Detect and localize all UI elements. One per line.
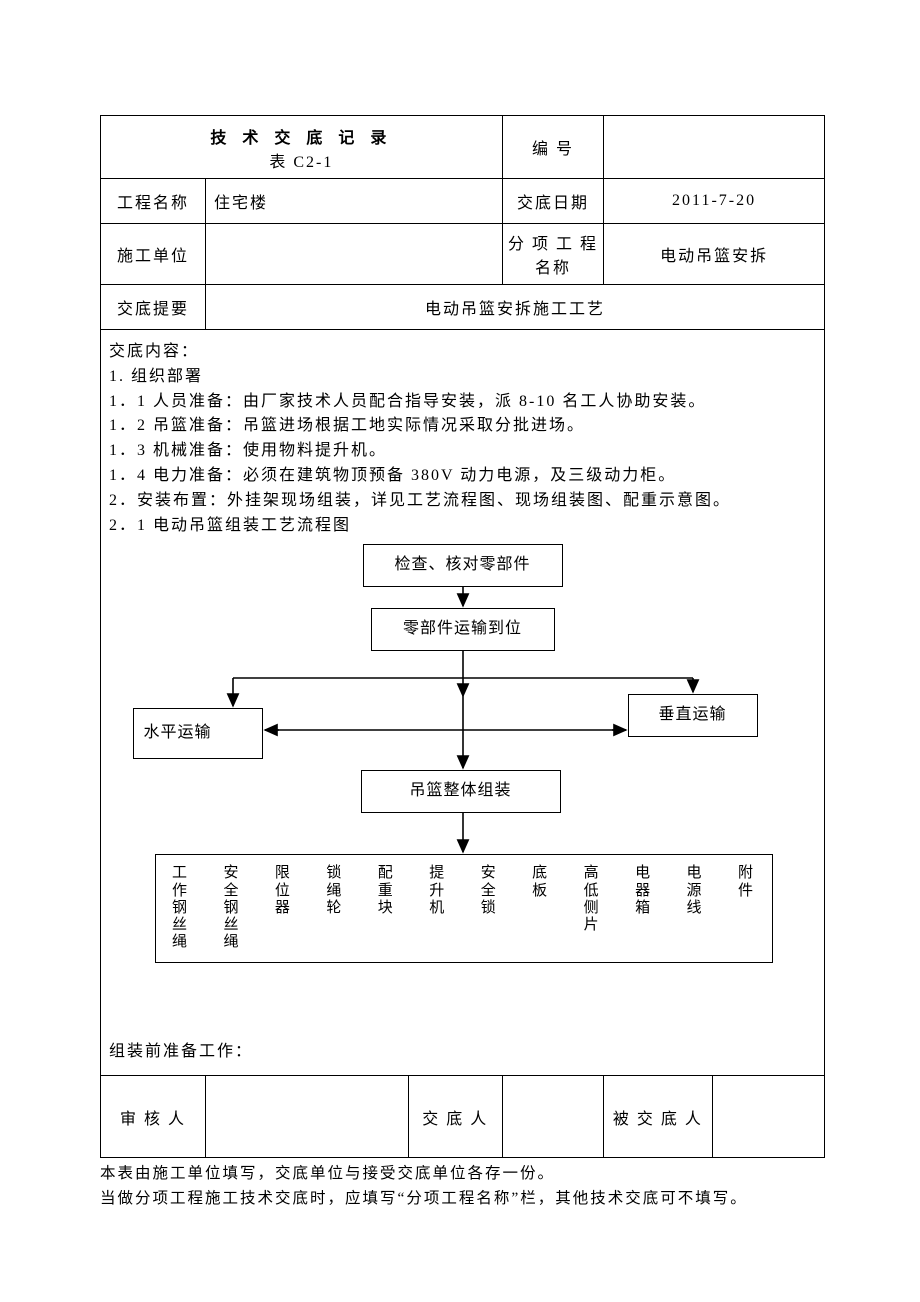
record-table: 技 术 交 底 记 录 表 C2-1 编 号 工程名称 住宅楼 交底日期 201… xyxy=(100,115,825,1158)
comp-6: 安全锁 xyxy=(480,865,498,951)
form-title: 技 术 交 底 记 录 xyxy=(101,124,502,148)
project-name-value: 住宅楼 xyxy=(205,179,502,224)
comp-8: 高低侧片 xyxy=(583,865,601,951)
flow-components-box: 工作钢丝绳 安全钢丝绳 限位器 锁绳轮 配重块 提升机 安全锁 底板 高低侧片 … xyxy=(155,854,773,962)
subitem-value: 电动吊篮安拆 xyxy=(604,224,825,285)
signature-row: 审 核 人 交 底 人 被 交 底 人 xyxy=(101,1076,825,1158)
note-1: 本表由施工单位填写，交底单位与接受交底单位各存一份。 xyxy=(100,1162,825,1187)
comp-0: 工作钢丝绳 xyxy=(172,865,190,951)
unit-row: 施工单位 分 项 工 程 名称 电动吊篮安拆 xyxy=(101,224,825,285)
content-l1: 1. 组织部署 xyxy=(109,365,816,390)
comp-4: 配重块 xyxy=(377,865,395,951)
receiver-value xyxy=(712,1076,824,1158)
comp-2: 限位器 xyxy=(274,865,292,951)
content-l6: 2．安装布置：外挂架现场组装，详见工艺流程图、现场组装图、配重示意图。 xyxy=(109,489,816,514)
note-2: 当做分项工程施工技术交底时，应填写“分项工程名称”栏，其他技术交底可不填写。 xyxy=(100,1187,825,1212)
discloser-label: 交 底 人 xyxy=(408,1076,502,1158)
summary-row: 交底提要 电动吊篮安拆施工工艺 xyxy=(101,285,825,330)
subitem-label-line2: 名称 xyxy=(505,254,601,278)
comp-9: 电器箱 xyxy=(635,865,653,951)
comp-1: 安全钢丝绳 xyxy=(223,865,241,951)
header-row: 技 术 交 底 记 录 表 C2-1 编 号 xyxy=(101,116,825,179)
flow-node-horizontal: 水平运输 xyxy=(133,708,263,759)
content-l2: 1．1 人员准备：由厂家技术人员配合指导安装，派 8-10 名工人协助安装。 xyxy=(109,390,816,415)
disclosure-date-label: 交底日期 xyxy=(502,179,603,224)
number-value xyxy=(604,116,825,179)
content-l4: 1．3 机械准备：使用物料提升机。 xyxy=(109,439,816,464)
comp-3: 锁绳轮 xyxy=(326,865,344,951)
receiver-label: 被 交 底 人 xyxy=(604,1076,713,1158)
comp-5: 提升机 xyxy=(429,865,447,951)
comp-10: 电源线 xyxy=(686,865,704,951)
construction-unit-value xyxy=(205,224,502,285)
flow-node-check: 检查、核对零部件 xyxy=(363,544,563,587)
comp-11: 附件 xyxy=(737,865,755,951)
flowchart: 检查、核对零部件 零部件运输到位 水平运输 垂直运输 吊篮整体组装 工作钢丝绳 … xyxy=(133,544,793,1034)
flow-node-assembly: 吊篮整体组装 xyxy=(361,770,561,813)
project-name-label: 工程名称 xyxy=(101,179,206,224)
flow-node-vertical: 垂直运输 xyxy=(628,694,758,737)
comp-7: 底板 xyxy=(532,865,550,951)
content-l5: 1．4 电力准备：必须在建筑物顶预备 380V 动力电源，及三级动力柜。 xyxy=(109,464,816,489)
content-heading: 交底内容： xyxy=(109,340,816,365)
construction-unit-label: 施工单位 xyxy=(101,224,206,285)
form-subtitle: 表 C2-1 xyxy=(101,148,502,172)
disclosure-date-value: 2011-7-20 xyxy=(604,179,825,224)
prep-label: 组装前准备工作： xyxy=(109,1040,816,1065)
content-row: 交底内容： 1. 组织部署 1．1 人员准备：由厂家技术人员配合指导安装，派 8… xyxy=(101,330,825,1076)
content-l7: 2．1 电动吊篮组装工艺流程图 xyxy=(109,514,816,539)
number-label: 编 号 xyxy=(502,116,603,179)
footer-notes: 本表由施工单位填写，交底单位与接受交底单位各存一份。 当做分项工程施工技术交底时… xyxy=(100,1162,825,1212)
discloser-value xyxy=(502,1076,603,1158)
reviewer-label: 审 核 人 xyxy=(101,1076,206,1158)
subitem-label-line1: 分 项 工 程 xyxy=(505,230,601,254)
flow-node-transport: 零部件运输到位 xyxy=(371,608,555,651)
project-row: 工程名称 住宅楼 交底日期 2011-7-20 xyxy=(101,179,825,224)
summary-value: 电动吊篮安拆施工工艺 xyxy=(205,285,824,330)
reviewer-value xyxy=(205,1076,408,1158)
content-l3: 1．2 吊篮准备：吊篮进场根据工地实际情况采取分批进场。 xyxy=(109,414,816,439)
summary-label: 交底提要 xyxy=(101,285,206,330)
